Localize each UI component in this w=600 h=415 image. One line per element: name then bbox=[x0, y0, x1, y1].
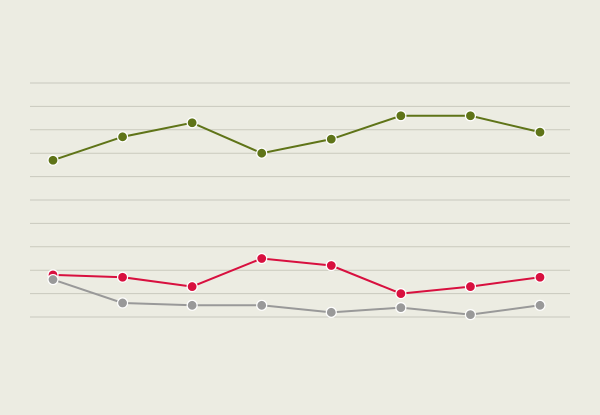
data-point bbox=[256, 299, 268, 311]
data-point bbox=[464, 280, 477, 293]
data-point bbox=[47, 273, 59, 286]
series-line bbox=[52, 114, 541, 162]
data-point bbox=[464, 309, 477, 321]
series-line bbox=[52, 278, 541, 316]
data-point bbox=[325, 259, 337, 272]
data-point bbox=[186, 299, 198, 311]
data-point bbox=[116, 131, 129, 143]
data-point bbox=[395, 110, 407, 122]
data-point bbox=[186, 117, 198, 129]
data-point bbox=[534, 126, 546, 138]
data-point bbox=[325, 133, 337, 145]
series-line bbox=[52, 257, 541, 295]
data-point bbox=[395, 288, 407, 300]
data-point bbox=[186, 280, 198, 293]
data-point bbox=[395, 302, 407, 314]
data-point bbox=[534, 271, 546, 283]
data-point bbox=[116, 297, 129, 309]
data-point bbox=[256, 252, 268, 265]
data-point bbox=[534, 299, 546, 311]
data-point bbox=[47, 154, 59, 166]
data-point bbox=[325, 306, 337, 318]
data-point bbox=[256, 147, 268, 159]
data-point bbox=[116, 271, 129, 283]
data-point bbox=[464, 110, 477, 122]
